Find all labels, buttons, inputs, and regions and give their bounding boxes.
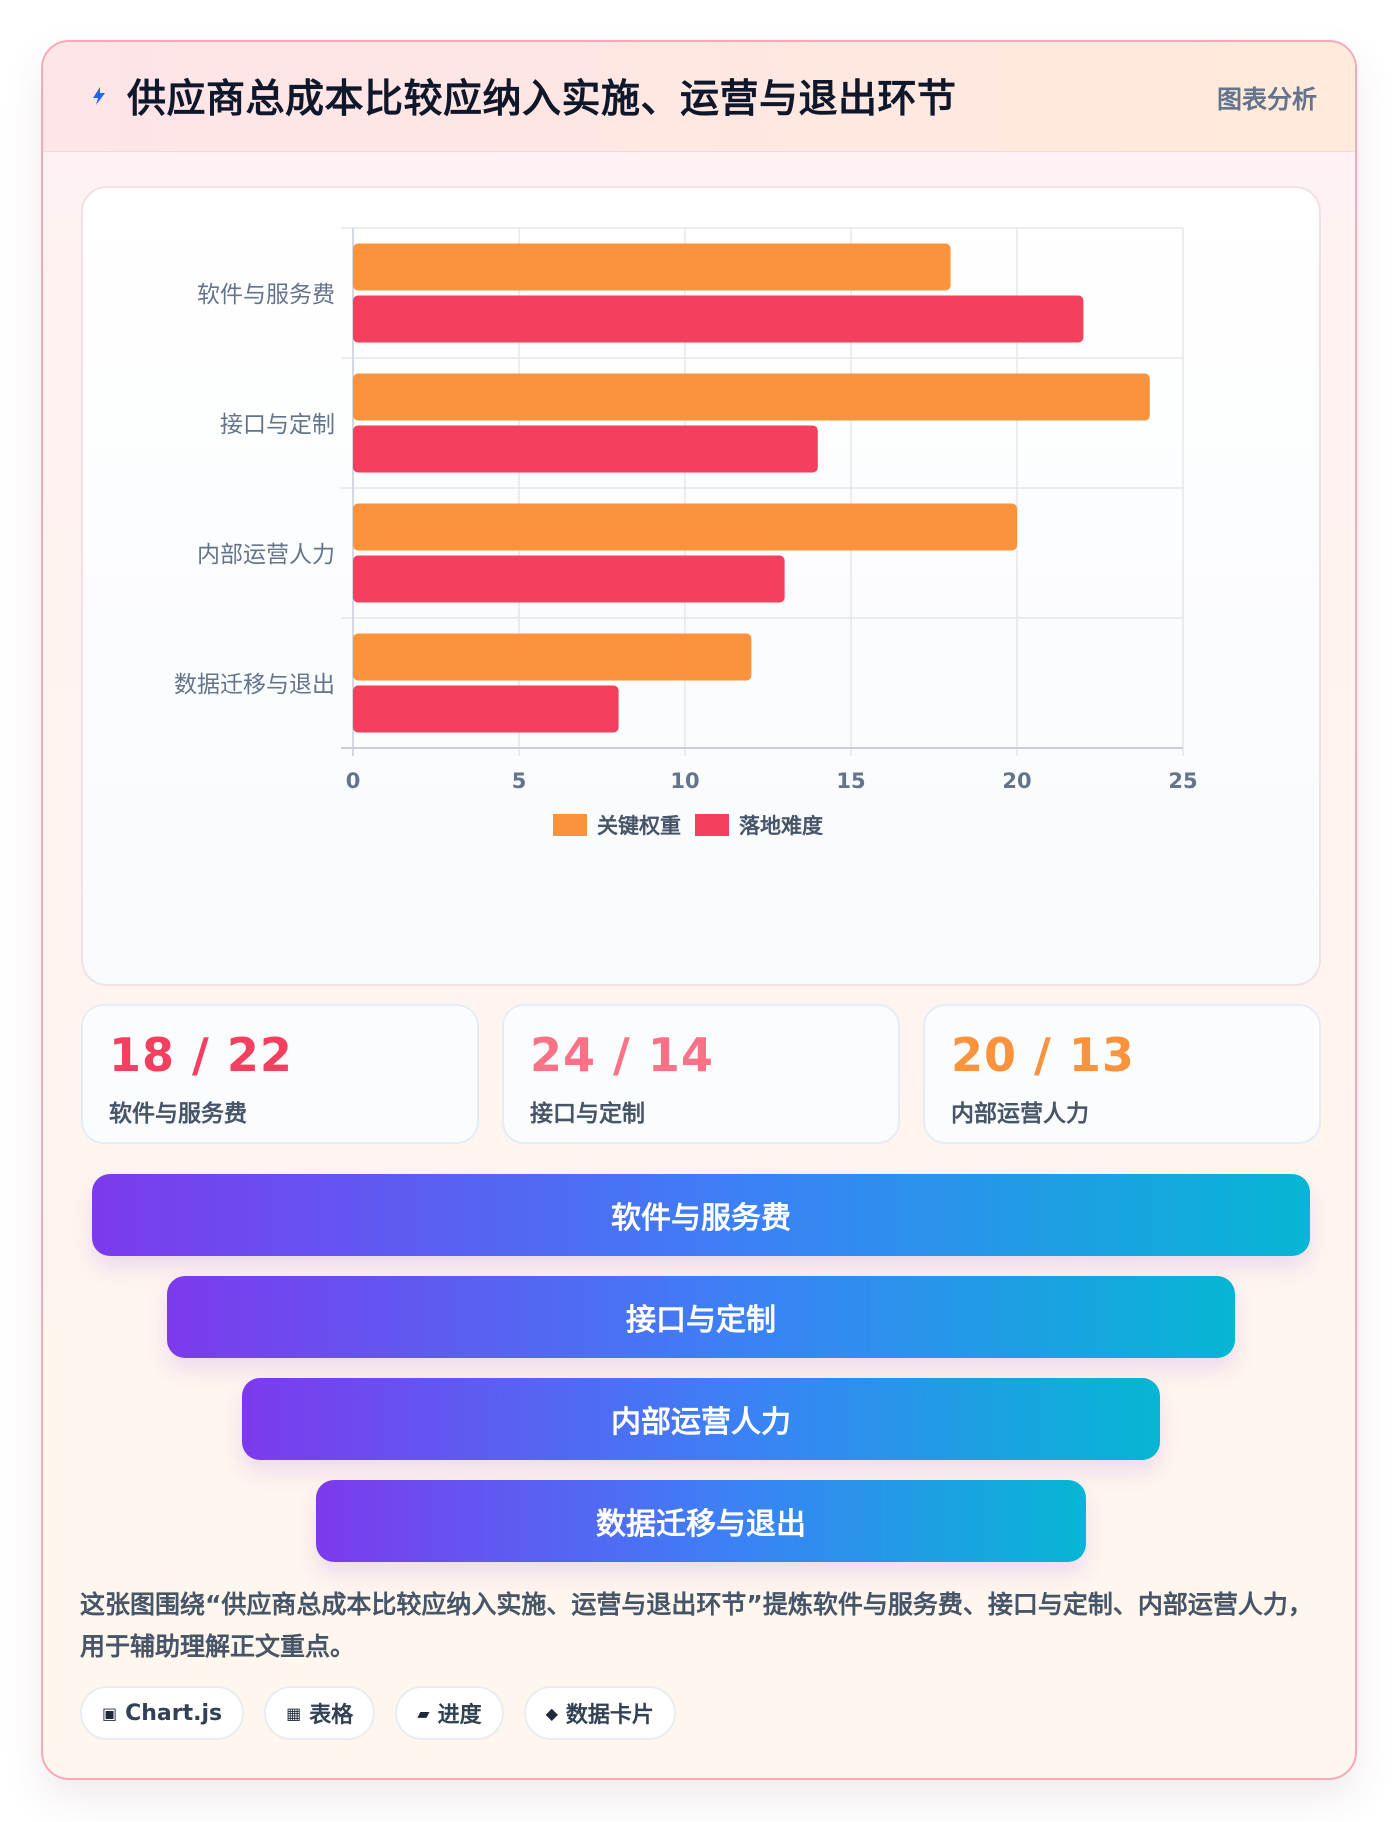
category-label: 接口与定制 — [220, 412, 335, 438]
chart-icon: ▣ — [102, 1703, 118, 1723]
feature-chips: ▣ Chart.js ▦ 表格 ▰ 进度 ◆ 数据卡片 — [80, 1686, 676, 1740]
chip-label: 表格 — [309, 1703, 354, 1728]
stat-label: 内部运营人力 — [951, 1101, 1089, 1127]
legend-label: 关键权重 — [597, 814, 681, 838]
x-tick-label: 15 — [836, 769, 865, 793]
legend-swatch — [553, 814, 587, 836]
funnel-step-interface: 接口与定制 — [167, 1276, 1235, 1358]
chip-data-card[interactable]: ◆ 数据卡片 — [523, 1686, 676, 1740]
stat-card-software: 18 / 22 软件与服务费 — [81, 1004, 479, 1144]
stat-card-operations: 20 / 13 内部运营人力 — [923, 1004, 1321, 1144]
chart-analysis-tag: 图表分析 — [1216, 85, 1317, 114]
bar-weight — [353, 243, 951, 291]
chart-panel: 软件与服务费接口与定制内部运营人力数据迁移与退出 0 5 10 15 20 25 关键权重 落地… — [81, 186, 1321, 986]
table-icon: ▦ — [286, 1703, 302, 1723]
x-tick-label: 20 — [1002, 769, 1031, 793]
chart-card: 供应商总成本比较应纳入实施、运营与退出环节 图表分析 软件与服务费 接口与定制 内部… — [41, 40, 1357, 1780]
bar-weight — [353, 373, 1150, 421]
bar-difficulty — [353, 295, 1084, 343]
data-card-icon: ◆ — [545, 1703, 558, 1723]
funnel-step-software: 软件与服务费 — [92, 1174, 1310, 1256]
funnel-step-migration: 数据迁移与退出 — [316, 1480, 1086, 1562]
stat-card-interface: 24 / 14 接口与定制 — [502, 1004, 900, 1144]
legend-label: 落地难度 — [739, 814, 823, 838]
bar-difficulty — [353, 425, 818, 473]
stat-value: 18 / 22 — [109, 1028, 293, 1082]
category-label: 内部运营人力 — [197, 542, 335, 568]
stat-value: 24 / 14 — [530, 1028, 714, 1082]
progress-icon: ▰ — [417, 1703, 430, 1723]
x-tick-label: 10 — [670, 769, 699, 793]
card-header: 供应商总成本比较应纳入实施、运营与退出环节 图表分析 — [43, 42, 1355, 152]
category-label: 软件与服务费 — [197, 282, 335, 308]
chip-label: Chart.js — [125, 1700, 223, 1726]
bar-weight — [353, 633, 752, 681]
category-label: 数据迁移与退出 — [174, 672, 335, 698]
x-tick-label: 5 — [512, 769, 527, 793]
bar-difficulty — [353, 555, 785, 603]
lightning-icon — [93, 87, 105, 105]
x-tick-label: 25 — [1168, 769, 1197, 793]
funnel-step-operations: 内部运营人力 — [242, 1378, 1160, 1460]
x-tick-label: 0 — [346, 769, 361, 793]
page-title: 供应商总成本比较应纳入实施、运营与退出环节 — [127, 77, 957, 122]
chip-progress[interactable]: ▰ 进度 — [395, 1686, 504, 1740]
chip-table[interactable]: ▦ 表格 — [264, 1686, 376, 1740]
stat-value: 20 / 13 — [951, 1028, 1135, 1082]
stat-label: 软件与服务费 — [109, 1101, 247, 1127]
legend-swatch — [695, 814, 729, 836]
bar-weight — [353, 503, 1017, 551]
stat-label: 接口与定制 — [530, 1101, 645, 1127]
chart-description: 这张图围绕“供应商总成本比较应纳入实施、运营与退出环节”提炼软件与服务费、接口与… — [80, 1590, 1313, 1661]
chip-label: 进度 — [437, 1703, 482, 1728]
bar-difficulty — [353, 685, 619, 733]
chip-chartjs[interactable]: ▣ Chart.js — [80, 1686, 245, 1740]
chip-label: 数据卡片 — [565, 1703, 654, 1728]
